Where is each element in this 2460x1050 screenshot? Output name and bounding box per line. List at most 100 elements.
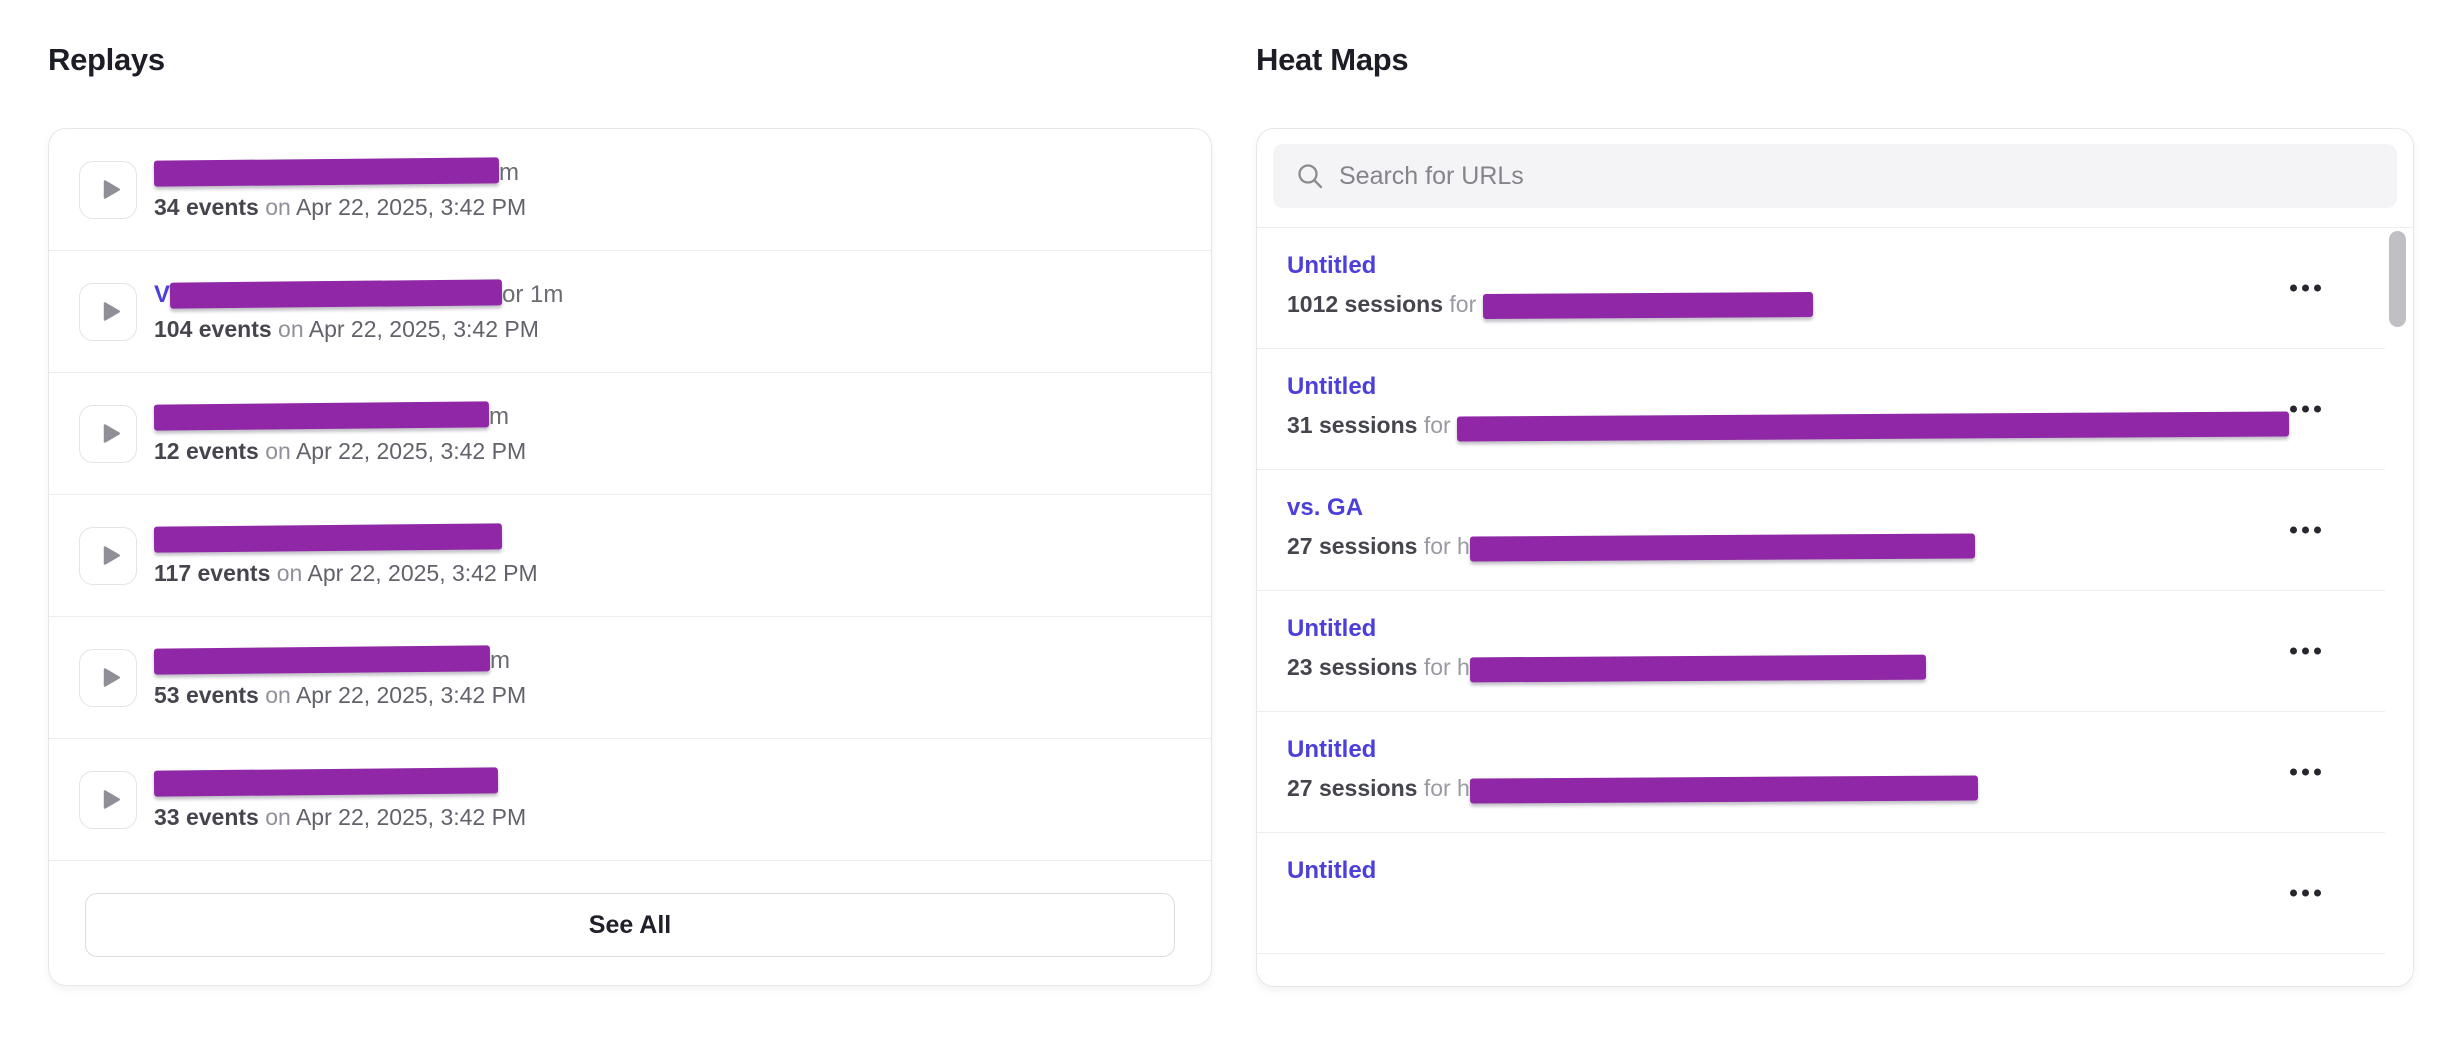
ellipsis-icon [2290,284,2297,292]
event-count: 117 events [154,559,271,586]
on-word: on [276,559,303,586]
heatmaps-title: Heat Maps [1256,42,1409,77]
play-button[interactable] [79,770,137,829]
heatmap-row: Untitled for [1257,833,2385,954]
heatmap-title-link[interactable]: vs. GA [1287,494,1364,521]
see-all-button[interactable]: See All [85,893,1175,957]
heatmaps-panel: Heat Maps Untitled 1012 sessions for [1256,42,2414,987]
replay-text: m 34 events on Apr 22, 2025, 3:42 PM [153,156,526,222]
play-button[interactable] [79,648,137,707]
heatmaps-search-area [1257,129,2413,228]
replay-date: Apr 22, 2025, 3:42 PM [295,681,527,708]
ellipsis-icon [2290,526,2297,534]
redaction-bar [1469,775,1978,804]
event-count: 53 events [154,681,259,708]
for-word: for [1423,533,1451,559]
play-button[interactable] [79,404,137,463]
heatmap-row: Untitled 27 sessions for h [1257,712,2385,833]
heatmap-row: Untitled 1012 sessions for [1257,228,2385,349]
redaction-bar [1456,411,2290,442]
heatmap-row: Untitled 31 sessions for [1257,349,2385,470]
more-options-button[interactable] [2284,884,2327,903]
ellipsis-icon [2290,647,2297,655]
url-fragment: h [1457,775,1470,801]
heatmap-meta: 27 sessions for h [1287,532,2235,562]
redaction-bar [1469,654,1926,683]
redaction-bar [153,156,500,187]
on-word: on [278,315,304,342]
heatmap-meta: 31 sessions for [1287,411,2290,442]
heatmap-title-link[interactable]: Untitled [1287,373,1377,400]
replay-meta: 104 events on Apr 22, 2025, 3:42 PM [154,315,563,344]
replay-row[interactable]: 33 events on Apr 22, 2025, 3:42 PM [49,739,1211,861]
replay-row[interactable]: m 12 events on Apr 22, 2025, 3:42 PM [49,373,1211,495]
session-count: 23 sessions [1287,654,1418,680]
replay-session-link[interactable]: m [153,644,526,676]
more-options-button[interactable] [2284,763,2327,782]
more-options-button[interactable] [2284,279,2327,298]
heatmap-title-link[interactable]: Untitled [1287,736,1377,763]
for-word: for [1423,654,1451,680]
search-icon [1298,164,1323,189]
redaction-bar [169,278,503,309]
replay-meta: 33 events on Apr 22, 2025, 3:42 PM [154,803,526,832]
more-options-button[interactable] [2284,642,2327,661]
more-options-button[interactable] [2284,400,2327,419]
replay-row[interactable]: m 53 events on Apr 22, 2025, 3:42 PM [49,617,1211,739]
heatmap-title-link[interactable]: Untitled [1287,857,1377,884]
replay-text: m 12 events on Apr 22, 2025, 3:42 PM [153,400,527,466]
replay-session-link[interactable]: m [153,400,526,432]
replay-session-link[interactable] [153,766,526,798]
replay-row[interactable]: m 34 events on Apr 22, 2025, 3:42 PM [49,129,1211,251]
play-button[interactable] [79,282,137,341]
ellipsis-icon [2290,889,2297,897]
heatmap-row: Untitled for [1257,954,2385,986]
replay-date: Apr 22, 2025, 3:42 PM [295,193,527,220]
play-button[interactable] [79,160,137,219]
redaction-bar [1482,291,1813,320]
visit-duration-fragment: m [489,402,509,430]
play-icon [103,180,120,199]
search-input[interactable] [1273,144,2397,208]
heatmap-title-link[interactable]: Untitled [1287,252,1377,279]
search-box [1273,144,2397,208]
scrollbar-thumb[interactable] [2389,231,2406,327]
visitor-name-fragment: V [154,280,171,308]
play-icon [103,546,120,565]
heatmap-title-link[interactable]: Untitled [1287,982,1376,986]
replay-meta: 34 events on Apr 22, 2025, 3:42 PM [154,193,526,222]
session-count: 27 sessions [1287,775,1418,801]
on-word: on [265,681,291,708]
session-count: 27 sessions [1287,533,1418,559]
replay-session-link[interactable] [153,522,538,554]
play-icon [103,790,120,809]
for-word: for [1449,291,1477,317]
redaction-bar [1469,533,1975,562]
replay-meta: 53 events on Apr 22, 2025, 3:42 PM [154,681,526,710]
heatmap-title-link[interactable]: Untitled [1287,615,1377,642]
see-all-area: See All [49,861,1211,957]
on-word: on [265,803,291,830]
heatmap-meta: 23 sessions for h [1287,653,2235,683]
replay-date: Apr 22, 2025, 3:42 PM [295,437,527,464]
redaction-bar [153,644,491,675]
play-button[interactable] [79,526,137,585]
heatmap-row: Untitled 23 sessions for h [1257,591,2385,712]
session-count: 1012 sessions [1287,291,1444,317]
more-options-button[interactable] [2284,521,2327,540]
redaction-bar [153,522,503,553]
event-count: 104 events [154,315,272,342]
url-fragment: h [1457,533,1470,559]
play-icon [103,302,120,321]
replay-text: m 53 events on Apr 22, 2025, 3:42 PM [153,644,526,710]
replay-session-link[interactable]: m [153,156,526,188]
event-count: 33 events [154,803,259,830]
replay-meta: 117 events on Apr 22, 2025, 3:42 PM [154,559,538,588]
play-icon [103,668,120,687]
replay-row[interactable]: 117 events on Apr 22, 2025, 3:42 PM [49,495,1211,617]
play-icon [103,424,120,443]
